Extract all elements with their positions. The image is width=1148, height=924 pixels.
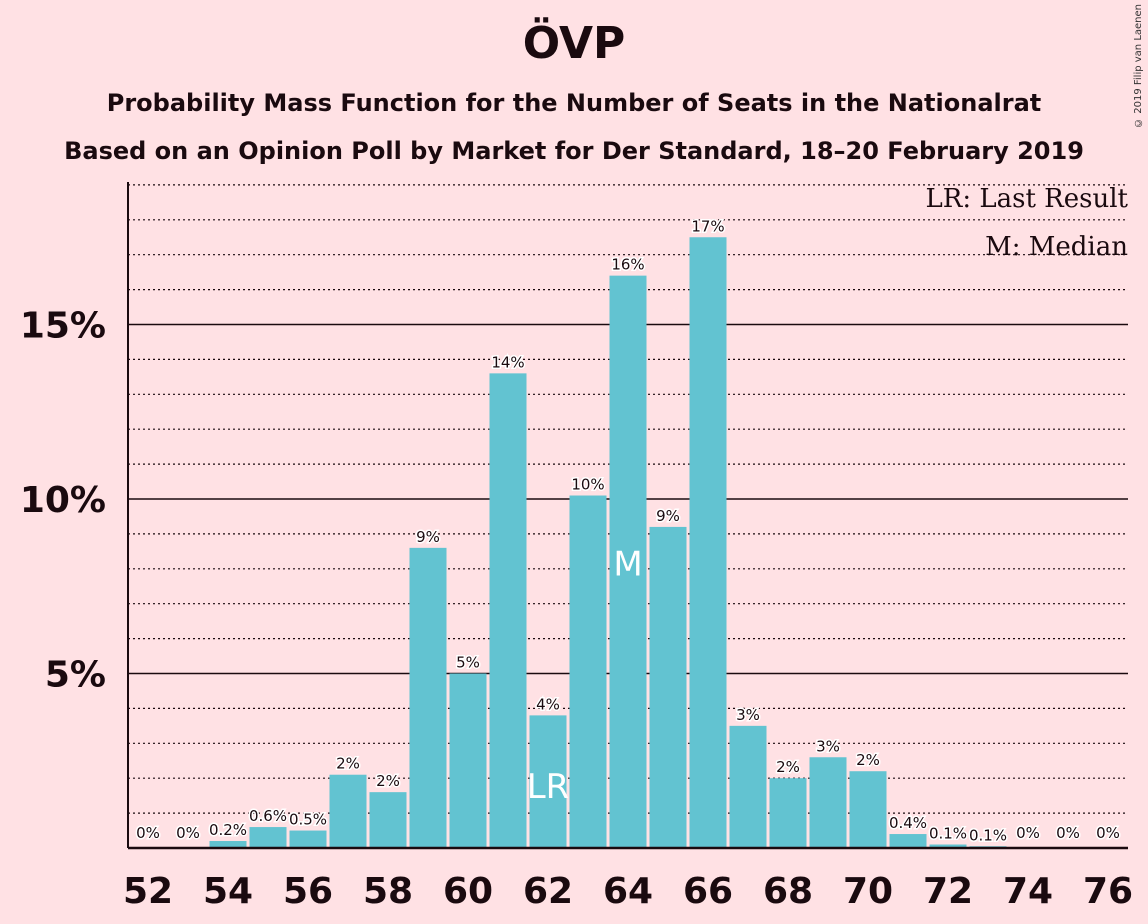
data-label: 0.2%: [209, 821, 247, 839]
bar: [649, 526, 687, 848]
data-label: 0.4%: [889, 814, 927, 832]
data-label: 0.6%: [249, 807, 287, 825]
data-label: 0%: [1096, 824, 1120, 842]
bar: [289, 830, 327, 848]
legend-median: M: Median: [985, 232, 1128, 262]
x-tick-label: 60: [443, 871, 493, 912]
data-label: 9%: [656, 507, 680, 525]
data-label: 2%: [336, 755, 360, 773]
data-label: 0.1%: [969, 826, 1007, 844]
chart-subtitle-2: Based on an Opinion Poll by Market for D…: [64, 137, 1084, 165]
legend-last-result: LR: Last Result: [925, 184, 1128, 214]
x-tick-label: 68: [763, 871, 813, 912]
bar: [329, 774, 367, 848]
last-result-marker: LR: [527, 767, 570, 807]
x-tick-label: 70: [843, 871, 893, 912]
y-tick-label: 15%: [20, 306, 106, 347]
bar: [729, 725, 767, 848]
data-label: 4%: [536, 695, 560, 713]
data-label: 0%: [136, 824, 160, 842]
bar: [249, 827, 287, 848]
bar: [809, 757, 847, 848]
bar: [609, 275, 647, 848]
x-tick-label: 66: [683, 871, 733, 912]
x-tick-label: 72: [923, 871, 973, 912]
bar: [689, 237, 727, 848]
y-tick-label: 5%: [45, 655, 106, 696]
bar: [409, 547, 447, 848]
data-label: 3%: [816, 737, 840, 755]
chart-title: ÖVP: [522, 18, 626, 69]
data-label: 14%: [491, 353, 524, 371]
data-label: 9%: [416, 528, 440, 546]
x-tick-label: 52: [123, 871, 173, 912]
data-label: 0%: [1016, 824, 1040, 842]
x-tick-label: 62: [523, 871, 573, 912]
bar: [569, 495, 607, 848]
x-tick-label: 58: [363, 871, 413, 912]
bar: [769, 778, 807, 848]
data-label: 3%: [736, 706, 760, 724]
data-label: 17%: [691, 217, 724, 235]
bar: [889, 834, 927, 848]
data-label: 0.1%: [929, 825, 967, 843]
data-label: 16%: [611, 256, 644, 274]
x-tick-label: 76: [1083, 871, 1133, 912]
x-tick-label: 54: [203, 871, 253, 912]
data-label: 2%: [776, 758, 800, 776]
bar: [449, 673, 487, 848]
data-label: 5%: [456, 654, 480, 672]
x-tick-label: 74: [1003, 871, 1053, 912]
y-tick-label: 10%: [20, 480, 106, 521]
bar: [489, 373, 527, 848]
x-tick-label: 56: [283, 871, 333, 912]
data-label: 10%: [571, 476, 604, 494]
bar: [929, 844, 967, 848]
data-label: 0%: [1056, 824, 1080, 842]
median-marker: M: [613, 545, 642, 585]
data-label: 0.5%: [289, 811, 327, 829]
bar: [849, 771, 887, 848]
bar: [369, 792, 407, 848]
data-label: 0%: [176, 824, 200, 842]
data-label: 2%: [856, 751, 880, 769]
bar: [209, 841, 247, 848]
chart-subtitle-1: Probability Mass Function for the Number…: [106, 89, 1042, 117]
bar: [529, 715, 567, 848]
data-label: 2%: [376, 772, 400, 790]
x-tick-label: 64: [603, 871, 653, 912]
